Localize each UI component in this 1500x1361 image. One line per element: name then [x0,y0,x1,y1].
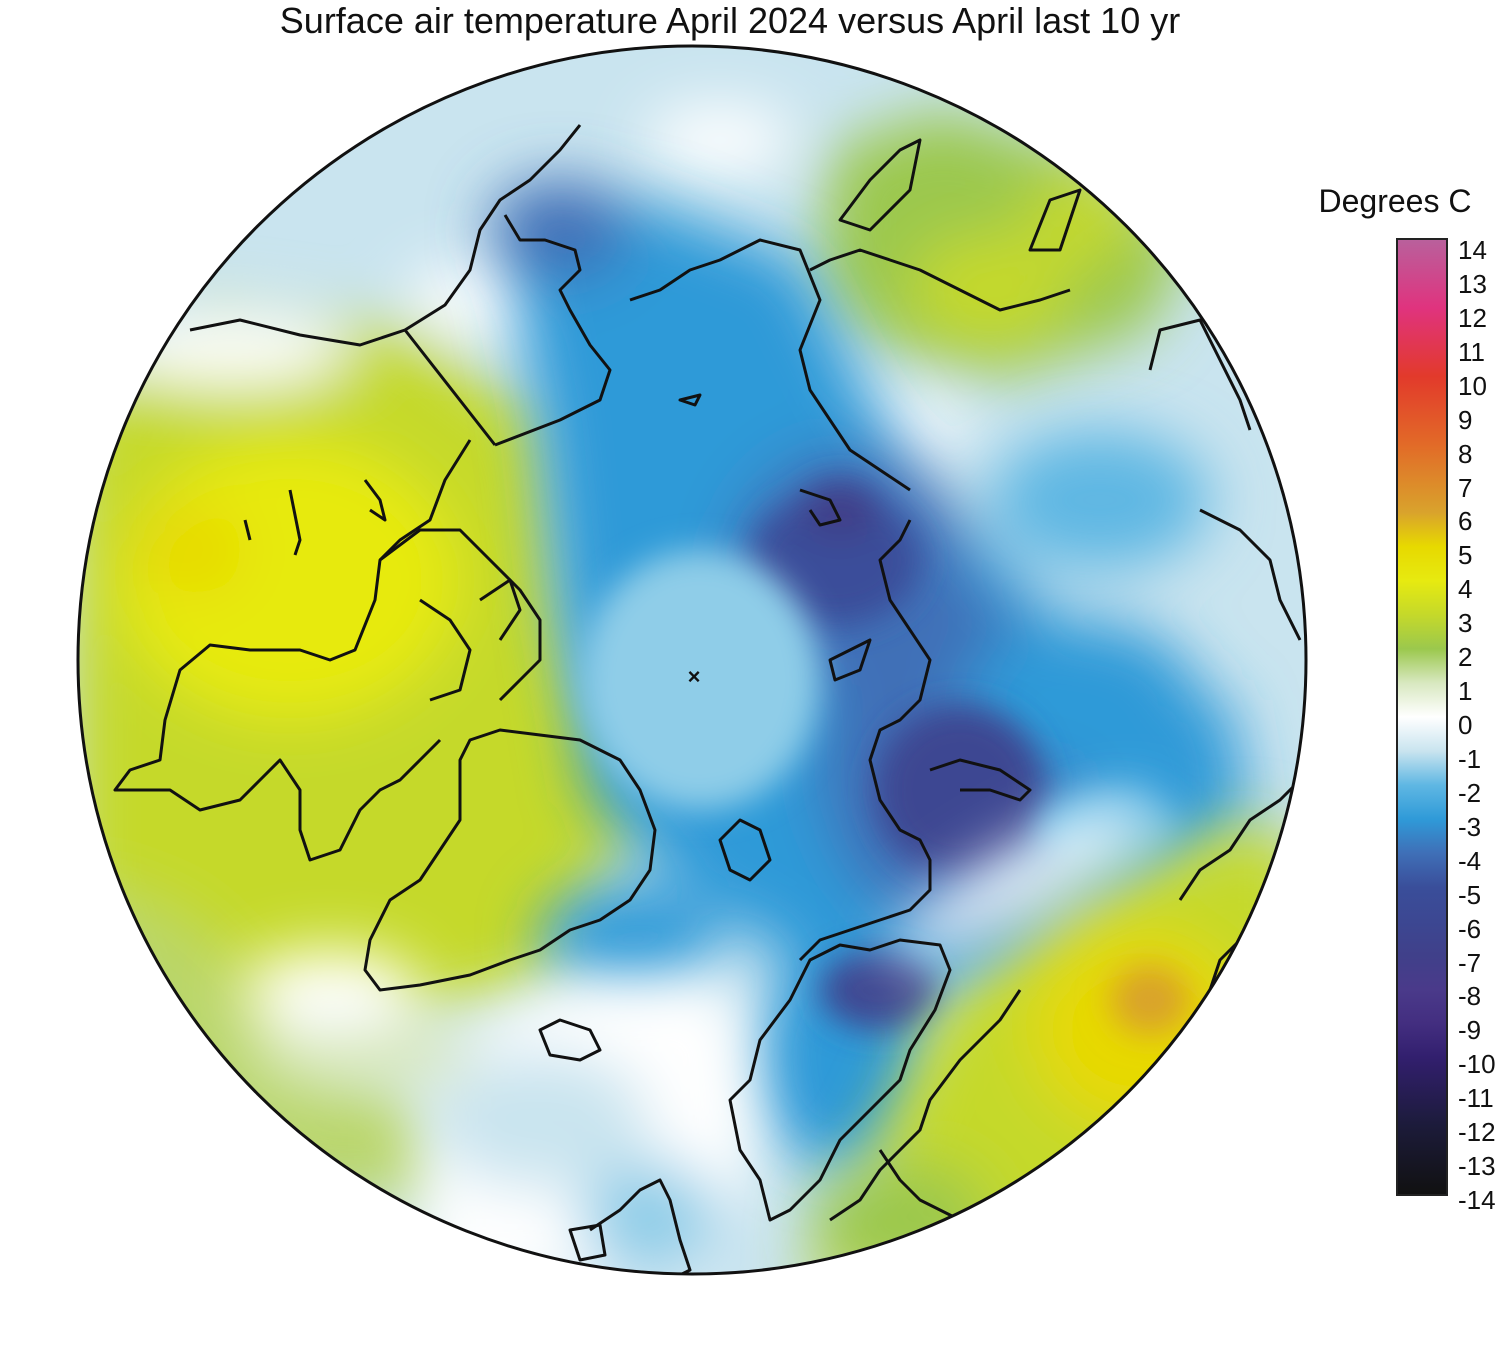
legend-tick-label: -5 [1458,879,1482,910]
legend-tick-label: 13 [1458,268,1487,299]
legend-tick-label: 14 [1458,235,1487,265]
legend-tick-label: 7 [1458,472,1473,503]
archipelago-island-3 [243,519,252,541]
legend-tick-label: -9 [1458,1015,1482,1046]
legend-tick-label: 6 [1458,506,1473,537]
legend-tick-label: -11 [1458,1083,1494,1114]
legend-title: Degrees C [1318,183,1472,219]
archipelago-island-1 [419,598,472,702]
legend-tick-label: -13 [1458,1151,1496,1182]
franz-josef-land [828,638,872,682]
alaska-north-coast [494,214,612,447]
central-asia-border [1178,778,1302,901]
legend-tick-label: 0 [1458,710,1473,740]
legend-tick-label: -7 [1458,947,1482,978]
legend-tick-label: 12 [1458,302,1487,333]
alaska-coast [189,124,582,347]
map-boundary [76,44,1308,1276]
novaya-zemlya [929,758,1032,802]
kamchatka-coast [1028,188,1082,252]
siberia-north-coast [629,238,911,492]
legend-tick-label: 9 [1458,404,1473,435]
legend-tick-label: -6 [1458,913,1482,944]
legend-tick-label: 8 [1458,438,1473,469]
legend-tick-label: 11 [1458,336,1485,367]
canada-coast [113,439,472,862]
greenland-coast [363,728,657,992]
iceland-coast [538,1018,602,1062]
legend-tick-label: -1 [1458,743,1482,774]
legend-tick-label: 1 [1458,676,1473,707]
map-title: Surface air temperature April 2024 versu… [279,0,1181,41]
scandinavia-coast [728,938,952,1222]
legend-color-bar [1396,238,1448,1196]
legend-tick-label: 2 [1458,642,1473,673]
archipelago-island-4 [288,489,302,556]
new-siberian-islands [678,393,702,407]
russia-arctic-coast [798,519,932,962]
arctic-archipelago [379,528,542,702]
ireland-coast [568,1223,607,1262]
far-east-coast [1148,318,1252,431]
archipelago-island-5 [363,479,387,522]
britain-coast [589,1178,692,1274]
legend-tick-label: 3 [1458,608,1473,639]
legend-tick-label: -14 [1458,1185,1496,1215]
legend-tick-label: -8 [1458,981,1482,1012]
chukotka-coast [809,248,1071,312]
legend-tick-label: -2 [1458,777,1482,808]
baltic-coast [829,989,1022,1222]
svalbard [718,818,772,882]
legend-tick-label: -10 [1458,1049,1496,1080]
legend-tick-label: -4 [1458,845,1482,876]
temperature-anomaly-field [78,46,1306,1274]
archipelago-island-2 [479,578,522,641]
legend-tick-label: -12 [1458,1117,1496,1148]
legend-tick-label: 10 [1458,370,1487,401]
legend-tick-label: -3 [1458,811,1482,842]
north-pole-marker: × [688,664,701,689]
severnaya-zemlya [799,488,842,527]
legend-tick-label: 5 [1458,540,1473,571]
legend-tick-label: 4 [1458,574,1473,605]
alaska-canada-border [403,329,497,446]
bering-coast [838,138,922,232]
mongolia-border [1199,508,1302,641]
